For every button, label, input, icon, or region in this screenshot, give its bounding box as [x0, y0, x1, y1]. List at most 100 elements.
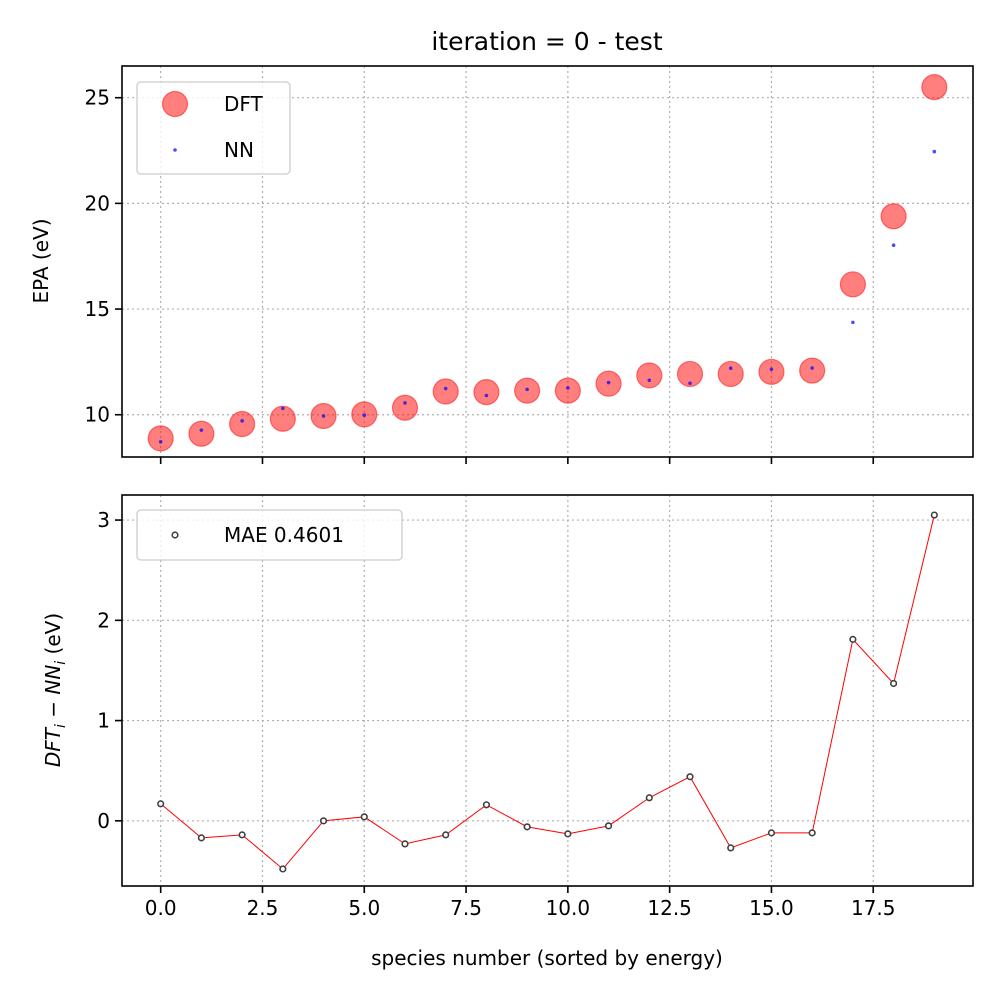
- nn-point: [606, 380, 611, 385]
- dft-point: [839, 271, 866, 298]
- legend-dft-marker: [161, 90, 189, 118]
- nn-point: [403, 401, 407, 405]
- legend-nn-label: NN: [224, 138, 254, 162]
- y-tick-label: 2: [97, 608, 110, 632]
- x-tick-label: 0.0: [145, 896, 177, 920]
- residual-axes: 0.0 2.5 5.0 7.5 10.0 12.5 15.0 17.5 0 1 2 3 specie…: [41, 494, 974, 970]
- residual-points: [157, 511, 938, 873]
- nn-point: [240, 419, 244, 423]
- nn-point: [484, 393, 489, 398]
- dft-point: [717, 360, 744, 388]
- residual-point: [890, 679, 898, 688]
- dft-point: [880, 203, 907, 230]
- residual-point: [157, 800, 165, 808]
- nn-point: [647, 378, 652, 383]
- residual-point: [808, 829, 816, 837]
- nn-point: [769, 367, 774, 372]
- residual-x-ticks: 0.0 2.5 5.0 7.5 10.0 12.5 15.0 17.5: [145, 886, 896, 920]
- nn-point: [932, 149, 937, 154]
- residual-point: [767, 829, 776, 837]
- legend-dft-label: DFT: [224, 92, 264, 116]
- dft-point: [636, 362, 663, 389]
- epa-x-ticks: [159, 457, 875, 464]
- residual-point: [279, 865, 287, 873]
- residual-polyline: [160, 514, 935, 870]
- nn-point: [158, 439, 163, 444]
- nn-point: [362, 413, 367, 417]
- epa-legend: DFT NN: [136, 81, 291, 175]
- ylabel-sub-i-1: i: [53, 724, 69, 728]
- residual-point: [401, 840, 409, 848]
- chart-title: iteration = 0 - test: [431, 27, 662, 56]
- nn-point: [281, 406, 285, 411]
- ylabel-sub-i-2: i: [53, 661, 69, 665]
- residual-y-axis-label: DFTi − NNi (eV): [41, 613, 69, 767]
- y-tick-label: 10: [85, 403, 110, 427]
- residual-point: [564, 830, 572, 838]
- nn-point: [810, 366, 814, 370]
- x-tick-label: 17.5: [851, 896, 896, 920]
- y-tick-label: 15: [85, 297, 110, 321]
- residual-point: [442, 831, 450, 839]
- nn-point: [443, 386, 448, 391]
- dft-point: [391, 394, 419, 421]
- residual-point: [319, 817, 328, 825]
- residual-line: [160, 514, 935, 870]
- dft-point: [229, 410, 256, 438]
- residual-point: [645, 794, 653, 802]
- dft-point: [269, 405, 296, 432]
- x-tick-label: 10.0: [546, 896, 591, 920]
- residual-x-axis-label: species number (sorted by energy): [371, 946, 723, 970]
- dft-point: [473, 379, 500, 406]
- epa-y-axis-label: EPA (eV): [29, 218, 53, 303]
- dft-point: [188, 420, 215, 447]
- epa-legend-box: [136, 81, 291, 175]
- dft-point: [921, 74, 948, 101]
- nn-point: [525, 387, 529, 392]
- ylabel-unit: (eV): [41, 613, 65, 661]
- y-tick-label: 0: [97, 809, 110, 833]
- dft-point: [147, 425, 174, 452]
- epa-y-ticks: 10 15 20 25: [85, 86, 122, 427]
- y-tick-label: 1: [97, 709, 110, 733]
- x-tick-label: 5.0: [348, 896, 380, 920]
- residual-point: [360, 813, 368, 821]
- ylabel-nn: − NN: [41, 665, 65, 724]
- nn-point: [891, 243, 896, 248]
- residual-point: [849, 635, 857, 643]
- nn-series: [158, 149, 937, 444]
- y-tick-label: 25: [85, 86, 110, 110]
- legend-nn-marker: [173, 148, 177, 152]
- nn-point: [566, 386, 570, 390]
- epa-axes: iteration = 0 - test 10 15 20 25 EPA (eV) D…: [29, 27, 974, 464]
- x-tick-label: 2.5: [247, 896, 279, 920]
- x-tick-label: 12.5: [647, 896, 692, 920]
- residual-point: [727, 844, 735, 852]
- residual-point: [604, 822, 613, 830]
- nn-point: [851, 320, 855, 325]
- nn-point: [321, 414, 326, 418]
- dft-point: [432, 378, 459, 405]
- residual-legend-box: [136, 509, 403, 561]
- y-tick-label: 3: [97, 508, 110, 532]
- nn-point: [728, 366, 733, 371]
- x-tick-label: 7.5: [450, 896, 482, 920]
- epa-axes-frame: [121, 65, 974, 458]
- nn-point: [688, 381, 692, 386]
- dft-point: [554, 377, 581, 404]
- residual-point: [930, 511, 938, 519]
- dft-point: [758, 358, 785, 385]
- residual-axes-frame: [121, 494, 974, 887]
- residual-legend: MAE 0.4601: [136, 509, 403, 561]
- residual-point: [686, 773, 694, 781]
- dft-point: [799, 357, 826, 384]
- nn-point: [199, 428, 204, 432]
- residual-point: [238, 831, 246, 839]
- residual-point: [523, 823, 531, 831]
- residual-y-ticks: 0 1 2 3: [97, 508, 122, 833]
- legend-mae-marker: [171, 531, 179, 539]
- y-tick-label: 20: [85, 191, 110, 215]
- ylabel-dft: DFT: [41, 726, 65, 767]
- residual-point: [482, 801, 491, 809]
- legend-mae-label: MAE 0.4601: [224, 523, 344, 547]
